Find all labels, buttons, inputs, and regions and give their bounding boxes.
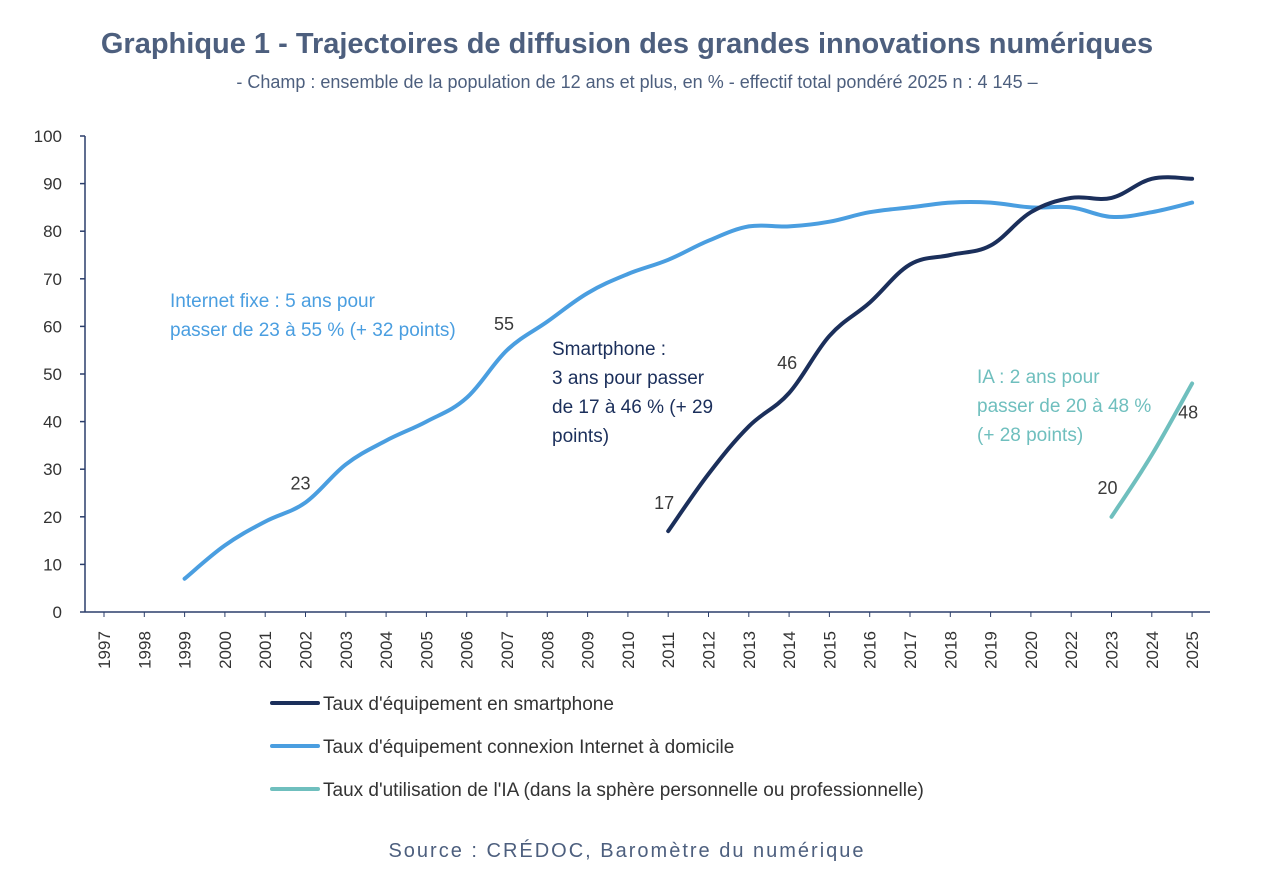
x-tick-label: 2003 <box>337 631 356 669</box>
line-chart: 0 10 20 30 40 50 60 70 80 90 100 1997 1998 1999 2000 20… <box>34 127 1210 801</box>
x-tick-label: 2024 <box>1143 631 1162 669</box>
data-label: 23 <box>290 474 310 494</box>
data-label: 20 <box>1097 478 1117 498</box>
annotation-line: (+ 28 points) <box>977 425 1083 446</box>
x-tick-label: 2023 <box>1103 631 1122 669</box>
x-tick-label: 2016 <box>861 631 880 669</box>
y-tick-label: 20 <box>43 508 62 527</box>
annotation-internet: Internet fixe : 5 ans pour passer de 23 à… <box>170 291 456 341</box>
x-tick-label: 2002 <box>297 631 316 669</box>
x-tick-label: 2005 <box>417 631 436 669</box>
x-tick-label: 2014 <box>780 631 799 669</box>
annotation-line: passer de 20 à 48 % <box>977 396 1151 417</box>
x-tick-label: 2025 <box>1183 631 1202 669</box>
x-tick-label: 1997 <box>95 631 114 669</box>
x-tick-label: 2006 <box>458 631 477 669</box>
x-tick-label: 2018 <box>941 631 960 669</box>
x-tick-label: 2010 <box>619 631 638 669</box>
data-label: 48 <box>1178 403 1198 423</box>
legend-label: Taux d'équipement en smartphone <box>323 694 614 715</box>
x-tick-label: 2017 <box>901 631 920 669</box>
annotation-line: IA : 2 ans pour <box>977 367 1100 388</box>
x-tick-label: 2015 <box>820 631 839 669</box>
data-label: 55 <box>494 314 514 334</box>
data-label: 46 <box>777 353 797 373</box>
annotation-line: Internet fixe : 5 ans pour <box>170 291 376 312</box>
x-tick-label: 1998 <box>135 631 154 669</box>
x-tick-label: 2013 <box>740 631 759 669</box>
y-tick-label: 0 <box>53 603 62 622</box>
x-tick-label: 2004 <box>377 631 396 669</box>
x-tick-label: 2007 <box>498 631 517 669</box>
data-label: 17 <box>654 493 674 513</box>
annotation-line: points) <box>552 426 609 447</box>
x-tick-label: 2011 <box>659 632 678 669</box>
y-tick-label: 40 <box>43 413 62 432</box>
series-smartphone-line <box>666 175 1195 534</box>
x-tick-label: 2008 <box>538 631 557 669</box>
annotation-line: 3 ans pour passer <box>552 368 705 389</box>
x-tick-label: 2001 <box>256 631 275 669</box>
legend-label: Taux d'utilisation de l'IA (dans la sphè… <box>323 780 924 801</box>
x-tick-label: 2012 <box>700 631 719 669</box>
y-tick-label: 70 <box>43 270 62 289</box>
y-tick-label: 30 <box>43 460 62 479</box>
y-tick-label: 10 <box>43 555 62 574</box>
y-tick-label: 100 <box>34 127 62 146</box>
y-tick-label: 50 <box>43 365 62 384</box>
x-tick-label: 1999 <box>176 631 195 669</box>
x-tick-label: 2019 <box>982 631 1001 669</box>
series-ia-line <box>1109 381 1195 519</box>
annotation-ia: IA : 2 ans pour passer de 20 à 48 % (+ 28 … <box>977 367 1151 446</box>
x-tick-label: 2009 <box>579 631 598 669</box>
x-tick-label: 2000 <box>216 631 235 669</box>
legend-label: Taux d'équipement connexion Internet à d… <box>323 737 734 758</box>
x-tick-label: 2022 <box>1062 631 1081 669</box>
y-tick-label: 60 <box>43 317 62 336</box>
annotation-line: de 17 à 46 % (+ 29 <box>552 397 713 418</box>
y-tick-label: 90 <box>43 175 62 194</box>
annotation-line: Smartphone : <box>552 339 666 360</box>
y-tick-label: 80 <box>43 222 62 241</box>
chart-title: Graphique 1 - Trajectoires de diffusion … <box>100 28 1154 60</box>
annotation-smartphone: Smartphone : 3 ans pour passer de 17 à 46 … <box>552 339 713 447</box>
x-tick-label: 2020 <box>1022 631 1041 669</box>
chart-subtitle: - Champ : ensemble de la population de 1… <box>236 72 1038 92</box>
annotation-line: passer de 23 à 55 % (+ 32 points) <box>170 320 456 341</box>
source-note: Source : CRÉDOC, Baromètre du numérique <box>388 840 866 862</box>
series-internet-line <box>182 200 1195 581</box>
